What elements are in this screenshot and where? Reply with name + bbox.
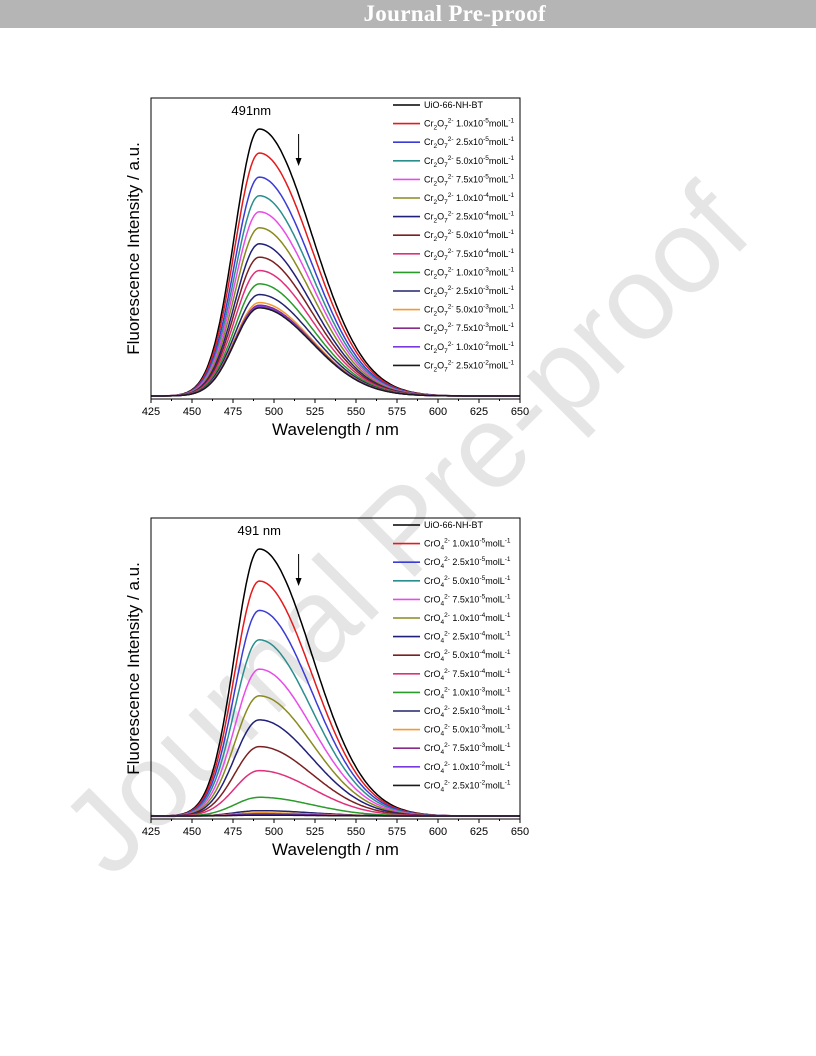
legend-label-15: Cr2O72- 2.5x10-2molL-1 [424, 359, 515, 373]
x-tick-label: 500 [265, 406, 283, 418]
x-tick-label: 575 [388, 406, 406, 418]
legend-label-12: CrO42- 5.0x10-3molL-1 [424, 724, 511, 738]
x-tick-label: 600 [429, 406, 447, 418]
chromate-fluorescence-chart: 425 450 475 500 525 550 575 600 625 650 Wavelength… [124, 517, 529, 859]
legend-label-8: CrO42- 5.0x10-4molL-1 [424, 649, 511, 663]
x-axis-title: Wavelength / nm [272, 420, 399, 439]
legend-label-3: CrO42- 2.5x10-5molL-1 [424, 556, 511, 570]
spectra-curves [151, 128, 520, 397]
legend-label-4: Cr2O72- 5.0x10-5molL-1 [424, 155, 515, 169]
legend-label-8: Cr2O72- 5.0x10-4molL-1 [424, 229, 515, 243]
spectra-curves [151, 548, 520, 817]
legend-label-3: Cr2O72- 2.5x10-5molL-1 [424, 136, 515, 150]
x-tick-label: 475 [224, 406, 242, 418]
x-tick-label: 525 [306, 826, 324, 838]
legend-label-6: Cr2O72- 1.0x10-4molL-1 [424, 192, 515, 206]
x-tick-label: 450 [183, 826, 201, 838]
spectrum-line-15 [151, 814, 520, 817]
legend-label-12: Cr2O72- 5.0x10-3molL-1 [424, 304, 515, 318]
x-tick-label: 425 [142, 406, 160, 418]
legend-label-9: CrO42- 7.5x10-4molL-1 [424, 668, 511, 682]
x-tick-label: 650 [511, 826, 529, 838]
x-tick-label: 425 [142, 826, 160, 838]
banner-title: Journal Pre-proof [363, 1, 546, 26]
x-tick-label: 475 [224, 826, 242, 838]
legend-label-13: Cr2O72- 7.5x10-3molL-1 [424, 322, 515, 336]
legend-label-2: Cr2O72- 1.0x10-5molL-1 [424, 118, 515, 132]
legend-label-5: CrO42- 7.5x10-5molL-1 [424, 593, 511, 607]
x-tick-label: 625 [470, 826, 488, 838]
dichromate-fluorescence-chart: 425 450 475 500 525 550 575 600 625 650 Wavelength… [124, 97, 529, 439]
legend-label-1: UiO-66-NH-BT [424, 520, 484, 530]
spectrum-line-1 [151, 548, 520, 817]
x-axis-ticks: 425 450 475 500 525 550 575 600 625 650 [142, 819, 529, 838]
x-tick-label: 450 [183, 406, 201, 418]
legend-label-11: CrO42- 2.5x10-3molL-1 [424, 705, 511, 719]
legend-label-6: CrO42- 1.0x10-4molL-1 [424, 612, 511, 626]
x-tick-label: 500 [265, 826, 283, 838]
legend-label-4: CrO42- 5.0x10-5molL-1 [424, 575, 511, 589]
legend-label-7: CrO42- 2.5x10-4molL-1 [424, 631, 511, 645]
legend-label-14: Cr2O72- 1.0x10-2molL-1 [424, 341, 515, 355]
legend-label-2: CrO42- 1.0x10-5molL-1 [424, 538, 511, 552]
peak-wavelength-label: 491nm [231, 103, 271, 118]
decrease-arrow-head [295, 158, 302, 166]
journal-banner: Journal Pre-proof [0, 0, 816, 28]
legend-label-7: Cr2O72- 2.5x10-4molL-1 [424, 211, 515, 225]
decrease-arrow-head [295, 578, 302, 586]
x-axis-title: Wavelength / nm [272, 840, 399, 859]
legend: UiO-66-NH-BT CrO42- 1.0x10-5molL-1 CrO42- … [393, 520, 511, 793]
x-tick-label: 550 [347, 826, 365, 838]
legend-label-13: CrO42- 7.5x10-3molL-1 [424, 742, 511, 756]
x-tick-label: 550 [347, 406, 365, 418]
x-tick-label: 575 [388, 826, 406, 838]
legend-label-9: Cr2O72- 7.5x10-4molL-1 [424, 248, 515, 262]
legend-label-10: Cr2O72- 1.0x10-3molL-1 [424, 266, 515, 280]
x-tick-label: 650 [511, 406, 529, 418]
x-axis-ticks: 425 450 475 500 525 550 575 600 625 650 [142, 399, 529, 418]
legend-label-14: CrO42- 1.0x10-2molL-1 [424, 761, 511, 775]
x-tick-label: 600 [429, 826, 447, 838]
legend-label-5: Cr2O72- 7.5x10-5molL-1 [424, 173, 515, 187]
legend: UiO-66-NH-BT Cr2O72- 1.0x10-5molL-1 Cr2O72… [393, 100, 515, 373]
y-axis-title: Fluorescence Intensity / a.u. [124, 562, 143, 775]
legend-label-10: CrO42- 1.0x10-3molL-1 [424, 686, 511, 700]
legend-label-15: CrO42- 2.5x10-2molL-1 [424, 779, 511, 793]
peak-wavelength-label: 491 nm [238, 523, 281, 538]
legend-label-11: Cr2O72- 2.5x10-3molL-1 [424, 285, 515, 299]
spectrum-line-15 [151, 307, 520, 397]
x-tick-label: 625 [470, 406, 488, 418]
y-axis-title: Fluorescence Intensity / a.u. [124, 142, 143, 355]
x-tick-label: 525 [306, 406, 324, 418]
legend-label-1: UiO-66-NH-BT [424, 100, 484, 110]
